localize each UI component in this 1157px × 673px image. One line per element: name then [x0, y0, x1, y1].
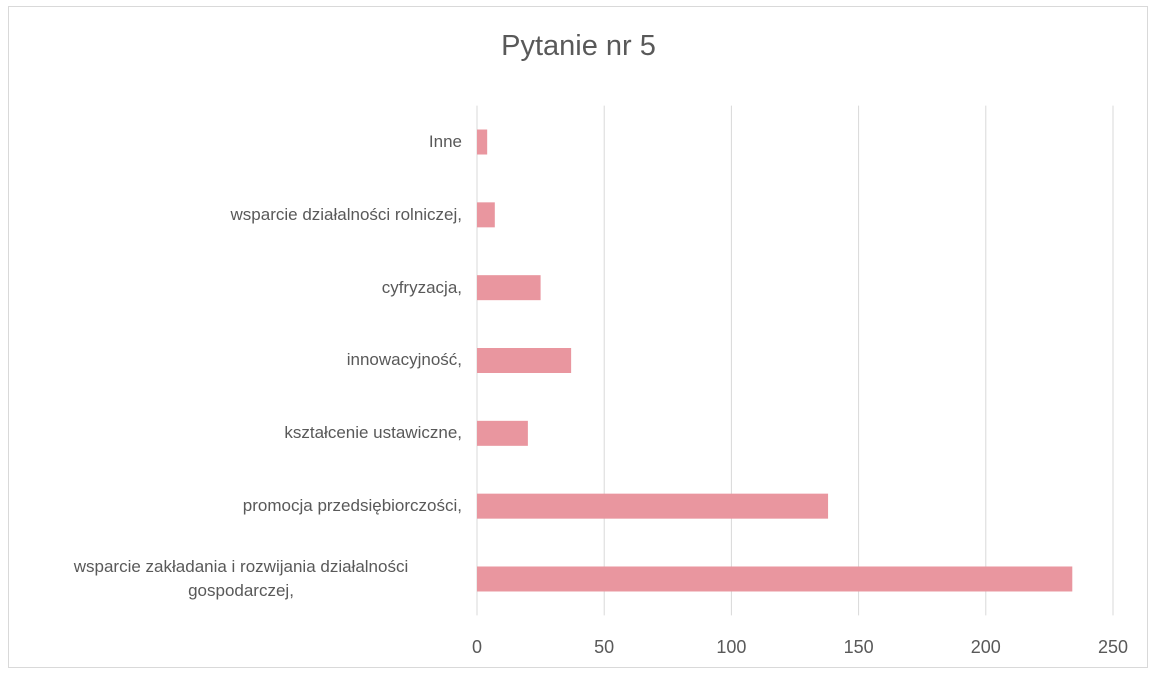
- bar: [477, 202, 495, 228]
- y-tick-label: cyfryzacja,: [20, 251, 462, 324]
- x-tick-label: 150: [844, 637, 874, 657]
- chart-title: Pytanie nr 5: [501, 30, 656, 62]
- y-tick-text: cyfryzacja,: [381, 277, 462, 297]
- x-tick-label: 250: [1098, 637, 1128, 657]
- bar: [477, 348, 572, 373]
- y-tick-label: promocja przedsiębiorczości,: [20, 470, 462, 543]
- chart-frame: [8, 6, 1148, 668]
- y-tick-text: kształcenie ustawiczne,: [284, 423, 462, 443]
- y-tick-label: wsparcie zakładania i rozwijania działal…: [20, 543, 462, 616]
- x-tick-label: 100: [716, 637, 746, 657]
- y-tick-label: innowacyjność,: [20, 324, 462, 397]
- bar: [477, 493, 829, 519]
- bar: [477, 566, 1073, 592]
- y-tick-label: kształcenie ustawiczne,: [20, 397, 462, 470]
- y-tick-text: wsparcie zakładania i rozwijania działal…: [73, 556, 409, 600]
- bar: [477, 420, 528, 446]
- x-tick-label: 200: [971, 637, 1001, 657]
- y-tick-text: innowacyjność,: [346, 350, 462, 370]
- y-tick-label: wsparcie działalności rolniczej,: [20, 178, 462, 251]
- y-tick-text: promocja przedsiębiorczości,: [242, 496, 462, 516]
- x-tick-label: 50: [594, 637, 614, 657]
- y-tick-text: wsparcie działalności rolniczej,: [230, 204, 462, 224]
- x-tick-label: 0: [472, 637, 482, 657]
- y-tick-text: Inne: [428, 132, 462, 151]
- bar: [477, 275, 541, 301]
- bar: [477, 129, 488, 155]
- y-tick-label: Inne: [20, 106, 462, 179]
